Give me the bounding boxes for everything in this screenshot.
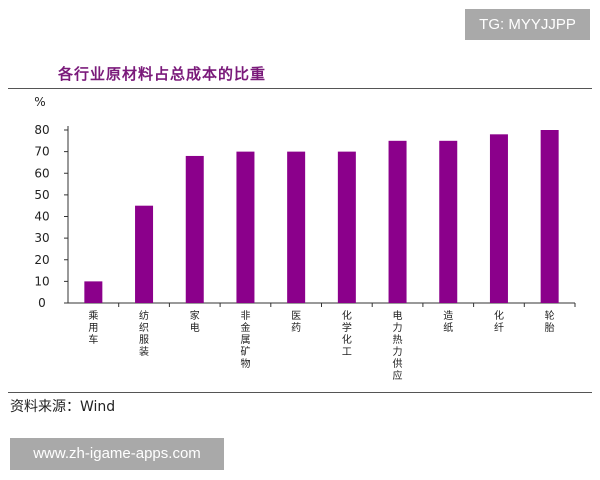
category-label: 造纸 [443,309,453,334]
category-label: 化学化工 [342,309,352,358]
watermark-bottom: www.zh-igame-apps.com [10,438,224,470]
y-tick-label: 80 [34,123,49,137]
source-divider [8,392,592,393]
bar [439,140,458,303]
y-tick-label: 30 [34,231,49,245]
chart-title: 各行业原材料占总成本的比重 [58,65,267,83]
bar-chart: % 0 10 20 30 40 50 60 70 80 乘用车 纺织服装 家电 非金属矿物 医药 化学化工… [34,95,576,382]
title-divider [8,88,592,89]
bar [489,134,508,303]
category-label: 乘用车 [88,310,98,346]
bar [185,155,204,303]
category-label: 电力热力供应 [393,309,403,382]
bar [388,140,407,303]
bar [135,205,154,303]
y-tick-label: 20 [34,253,49,267]
bar [236,151,255,303]
watermark-top: TG: MYYJJPP [465,9,590,40]
source-note: 资料来源：Wind [10,399,116,415]
category-label: 非金属矿物 [240,310,250,370]
bar [540,130,559,303]
category-label: 轮胎 [545,309,555,334]
x-axis [68,302,576,307]
y-tick-label: 70 [34,145,49,159]
y-tick-label: 40 [34,210,49,224]
y-axis: 0 10 20 30 40 50 60 70 80 [34,123,69,310]
category-label: 化纤 [494,309,504,334]
bar [287,151,306,303]
y-tick-label: 10 [34,274,49,288]
y-tick-label: 50 [34,188,49,202]
category-labels: 乘用车 纺织服装 家电 非金属矿物 医药 化学化工 电力热力供应 造纸 化纤 轮胎 [88,309,554,382]
y-tick-label: 60 [34,166,49,180]
category-label: 医药 [291,310,301,334]
bar [337,151,356,303]
y-axis-unit: % [34,95,45,109]
category-label: 家电 [190,309,200,334]
y-tick-label: 0 [38,296,46,310]
category-label: 纺织服装 [139,309,149,358]
bar [84,281,103,303]
bars [84,130,559,303]
